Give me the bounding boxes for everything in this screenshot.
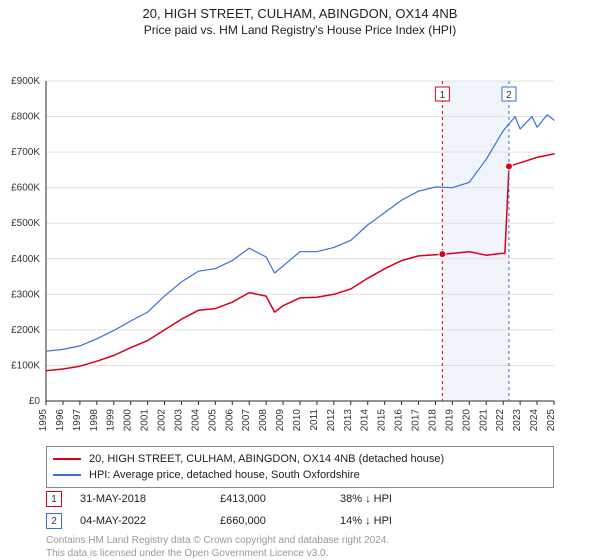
svg-text:2021: 2021 xyxy=(478,409,489,432)
svg-text:2013: 2013 xyxy=(343,409,354,432)
legend-label: HPI: Average price, detached house, Sout… xyxy=(89,469,360,481)
svg-text:1998: 1998 xyxy=(89,409,100,432)
svg-text:2024: 2024 xyxy=(529,409,540,432)
footer-line-1: Contains HM Land Registry data © Crown c… xyxy=(46,534,389,547)
event-row: 2 04-MAY-2022£660,00014% ↓ HPI xyxy=(46,510,554,532)
legend-label: 20, HIGH STREET, CULHAM, ABINGDON, OX14 … xyxy=(89,453,444,465)
svg-text:£200K: £200K xyxy=(11,325,40,336)
svg-text:2004: 2004 xyxy=(190,409,201,432)
price-chart: £0 £100K £200K £300K £400K £500K £600K £700K £80… xyxy=(0,37,600,437)
event-pct: 38% ↓ HPI xyxy=(340,493,470,505)
event-date: 04-MAY-2022 xyxy=(80,515,220,527)
svg-text:2000: 2000 xyxy=(123,409,134,432)
svg-text:2015: 2015 xyxy=(377,409,388,432)
svg-text:2011: 2011 xyxy=(309,409,320,431)
event-marker: 1 xyxy=(46,491,62,507)
event-price: £660,000 xyxy=(220,515,340,527)
event-table: 1 31-MAY-2018£413,00038% ↓ HPI 2 04-MAY-202… xyxy=(46,488,554,532)
svg-text:2002: 2002 xyxy=(157,409,168,432)
svg-text:£600K: £600K xyxy=(11,183,40,194)
svg-text:2017: 2017 xyxy=(411,409,422,432)
legend-item: HPI: Average price, detached house, Sout… xyxy=(53,467,547,483)
legend-swatch xyxy=(53,458,81,460)
chart-subtitle: Price paid vs. HM Land Registry's House … xyxy=(0,21,600,37)
svg-text:2010: 2010 xyxy=(292,409,303,432)
svg-text:2018: 2018 xyxy=(427,409,438,432)
svg-text:2: 2 xyxy=(506,90,512,101)
svg-text:£900K: £900K xyxy=(11,76,40,87)
svg-text:2023: 2023 xyxy=(512,409,523,432)
event-date: 31-MAY-2018 xyxy=(80,493,220,505)
legend-item: 20, HIGH STREET, CULHAM, ABINGDON, OX14 … xyxy=(53,451,547,467)
svg-text:2009: 2009 xyxy=(275,409,286,432)
legend: 20, HIGH STREET, CULHAM, ABINGDON, OX14 … xyxy=(46,446,554,488)
event-pct: 14% ↓ HPI xyxy=(340,515,470,527)
legend-swatch xyxy=(53,474,81,476)
svg-text:2007: 2007 xyxy=(241,409,252,432)
svg-text:1997: 1997 xyxy=(72,409,83,432)
svg-text:1999: 1999 xyxy=(106,409,117,432)
svg-text:1: 1 xyxy=(440,90,446,101)
svg-text:2012: 2012 xyxy=(326,409,337,432)
svg-text:£500K: £500K xyxy=(11,218,40,229)
svg-text:2003: 2003 xyxy=(173,409,184,432)
footer-line-2: This data is licensed under the Open Gov… xyxy=(46,547,389,560)
svg-text:£800K: £800K xyxy=(11,112,40,123)
svg-text:£400K: £400K xyxy=(11,254,40,265)
chart-container: 20, HIGH STREET, CULHAM, ABINGDON, OX14 … xyxy=(0,0,600,560)
event-row: 1 31-MAY-2018£413,00038% ↓ HPI xyxy=(46,488,554,510)
chart-title: 20, HIGH STREET, CULHAM, ABINGDON, OX14 … xyxy=(0,0,600,21)
event-marker: 2 xyxy=(46,513,62,529)
svg-text:£100K: £100K xyxy=(11,360,40,371)
svg-text:2020: 2020 xyxy=(461,409,472,432)
footer-text: Contains HM Land Registry data © Crown c… xyxy=(46,534,389,560)
svg-text:2008: 2008 xyxy=(258,409,269,432)
svg-text:2014: 2014 xyxy=(360,409,371,432)
svg-text:1996: 1996 xyxy=(55,409,66,432)
svg-text:2019: 2019 xyxy=(444,409,455,432)
svg-text:2016: 2016 xyxy=(394,409,405,432)
svg-text:2006: 2006 xyxy=(224,409,235,432)
svg-text:2025: 2025 xyxy=(546,409,557,432)
svg-text:2022: 2022 xyxy=(495,409,506,432)
svg-text:2001: 2001 xyxy=(140,409,151,432)
svg-text:£300K: £300K xyxy=(11,289,40,300)
svg-text:£700K: £700K xyxy=(11,147,40,158)
svg-text:£0: £0 xyxy=(29,396,41,407)
svg-text:2005: 2005 xyxy=(207,409,218,432)
svg-text:1995: 1995 xyxy=(38,409,49,432)
event-price: £413,000 xyxy=(220,493,340,505)
